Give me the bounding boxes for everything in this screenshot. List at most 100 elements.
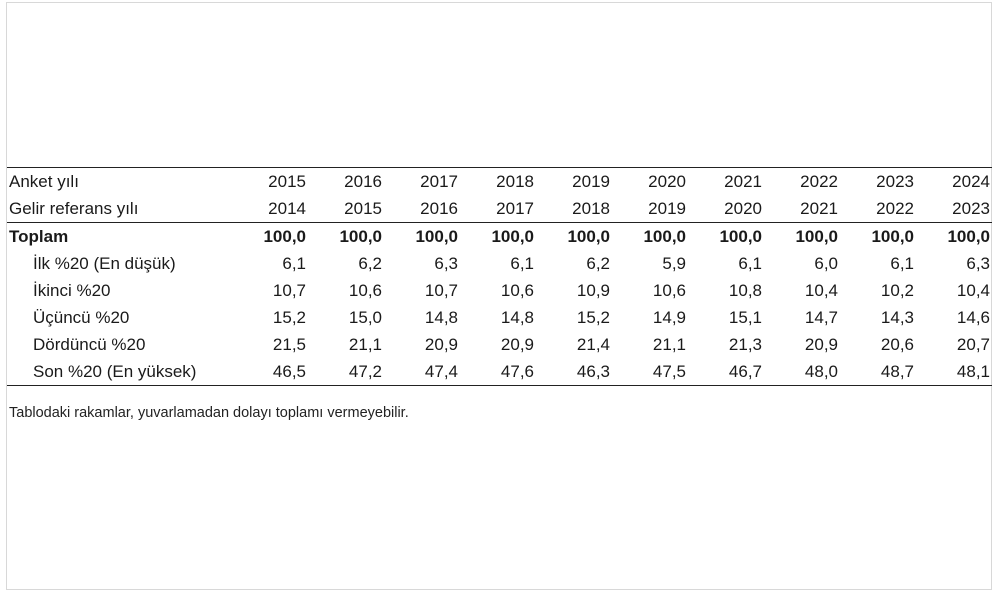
table-cell: 20,6 [880,335,914,354]
quintile-label: İlk %20 (En düşük) [33,254,176,273]
income-reference-year-cell: 2023 [916,195,992,223]
table-row: İlk %20 (En düşük) 6,1 6,2 6,3 6,1 6,2 5… [7,250,992,277]
table-cell: 6,3 [434,254,458,273]
table-cell: 6,1 [738,254,762,273]
total-cell: 100,0 [719,227,762,246]
table-cell: 10,7 [272,281,306,300]
table-cell: 46,3 [536,358,612,386]
income-reference-year-cell: 2022 [840,195,916,223]
income-reference-year-cell: 2018 [536,195,612,223]
survey-year-cell: 2021 [688,167,764,195]
survey-year-cell: 2023 [840,167,916,195]
quintile-label: Dördüncü %20 [33,335,146,354]
table-cell: 15,2 [272,308,306,327]
table-row: Üçüncü %20 15,2 15,0 14,8 14,8 15,2 14,9… [7,304,992,331]
survey-year-cell: 2020 [612,167,688,195]
quintile-label: Üçüncü %20 [33,308,130,327]
table-cell: 46,5 [232,358,308,386]
survey-year-cell: 2015 [232,167,308,195]
table-cell: 10,7 [424,281,458,300]
total-label: Toplam [9,227,69,246]
income-reference-year-cell: 2016 [384,195,460,223]
table-cell: 48,0 [764,358,840,386]
table-cell: 14,8 [424,308,458,327]
table-cell: 47,2 [308,358,384,386]
table-cell: 14,7 [804,308,838,327]
table-cell: 6,1 [890,254,914,273]
table-cell: 14,9 [652,308,686,327]
table-cell: 14,6 [956,308,990,327]
total-cell: 100,0 [263,227,306,246]
table-cell: 6,1 [282,254,306,273]
table-cell: 47,4 [384,358,460,386]
survey-year-label: Anket yılı [7,167,232,195]
table-cell: 21,1 [348,335,382,354]
table-row: Dördüncü %20 21,5 21,1 20,9 20,9 21,4 21… [7,331,992,358]
table-cell: 10,4 [804,281,838,300]
total-cell: 100,0 [795,227,838,246]
income-distribution-table: Anket yılı 2015 2016 2017 2018 2019 2020… [7,167,992,386]
table-cell: 15,0 [348,308,382,327]
table-cell: 48,7 [840,358,916,386]
total-cell: 100,0 [339,227,382,246]
total-cell: 100,0 [415,227,458,246]
total-cell: 100,0 [643,227,686,246]
quintile-label: Son %20 (En yüksek) [7,358,232,386]
table-cell: 21,3 [728,335,762,354]
quintile-label: İkinci %20 [33,281,111,300]
table-cell: 20,9 [804,335,838,354]
table-cell: 10,4 [956,281,990,300]
table-cell: 10,9 [576,281,610,300]
table-cell: 6,2 [358,254,382,273]
survey-year-cell: 2022 [764,167,840,195]
table-cell: 10,6 [348,281,382,300]
table-cell: 47,6 [460,358,536,386]
table-cell: 48,1 [916,358,992,386]
total-row: Toplam 100,0 100,0 100,0 100,0 100,0 100… [7,223,992,251]
table-cell: 14,8 [500,308,534,327]
table-cell: 47,5 [612,358,688,386]
survey-year-cell: 2017 [384,167,460,195]
table-cell: 20,7 [956,335,990,354]
income-reference-year-cell: 2019 [612,195,688,223]
table-cell: 21,1 [652,335,686,354]
income-reference-year-row: Gelir referans yılı 2014 2015 2016 2017 … [7,195,992,223]
table-cell: 46,7 [688,358,764,386]
table-cell: 21,5 [272,335,306,354]
image-frame [6,2,992,590]
income-reference-year-cell: 2014 [232,195,308,223]
table-row: Son %20 (En yüksek) 46,5 47,2 47,4 47,6 … [7,358,992,386]
survey-year-row: Anket yılı 2015 2016 2017 2018 2019 2020… [7,167,992,195]
table-cell: 20,9 [500,335,534,354]
total-cell: 100,0 [567,227,610,246]
table-cell: 6,3 [966,254,990,273]
total-cell: 100,0 [871,227,914,246]
table-cell: 10,6 [652,281,686,300]
survey-year-cell: 2019 [536,167,612,195]
total-cell: 100,0 [947,227,990,246]
table-cell: 6,0 [814,254,838,273]
table-cell: 6,2 [586,254,610,273]
survey-year-cell: 2016 [308,167,384,195]
table-cell: 10,2 [880,281,914,300]
table-cell: 10,8 [728,281,762,300]
income-reference-year-cell: 2021 [764,195,840,223]
table-cell: 20,9 [424,335,458,354]
survey-year-cell: 2018 [460,167,536,195]
table-cell: 15,1 [728,308,762,327]
table-cell: 5,9 [662,254,686,273]
income-distribution-table-container: Anket yılı 2015 2016 2017 2018 2019 2020… [7,167,992,386]
table-footnote: Tablodaki rakamlar, yuvarlamadan dolayı … [9,405,409,421]
income-reference-year-cell: 2020 [688,195,764,223]
survey-year-cell: 2024 [916,167,992,195]
table-cell: 15,2 [576,308,610,327]
table-cell: 6,1 [510,254,534,273]
income-reference-year-cell: 2015 [308,195,384,223]
table-cell: 21,4 [576,335,610,354]
income-reference-year-cell: 2017 [460,195,536,223]
table-row: İkinci %20 10,7 10,6 10,7 10,6 10,9 10,6… [7,277,992,304]
table-cell: 14,3 [880,308,914,327]
income-reference-year-label: Gelir referans yılı [7,195,232,223]
table-cell: 10,6 [500,281,534,300]
total-cell: 100,0 [491,227,534,246]
